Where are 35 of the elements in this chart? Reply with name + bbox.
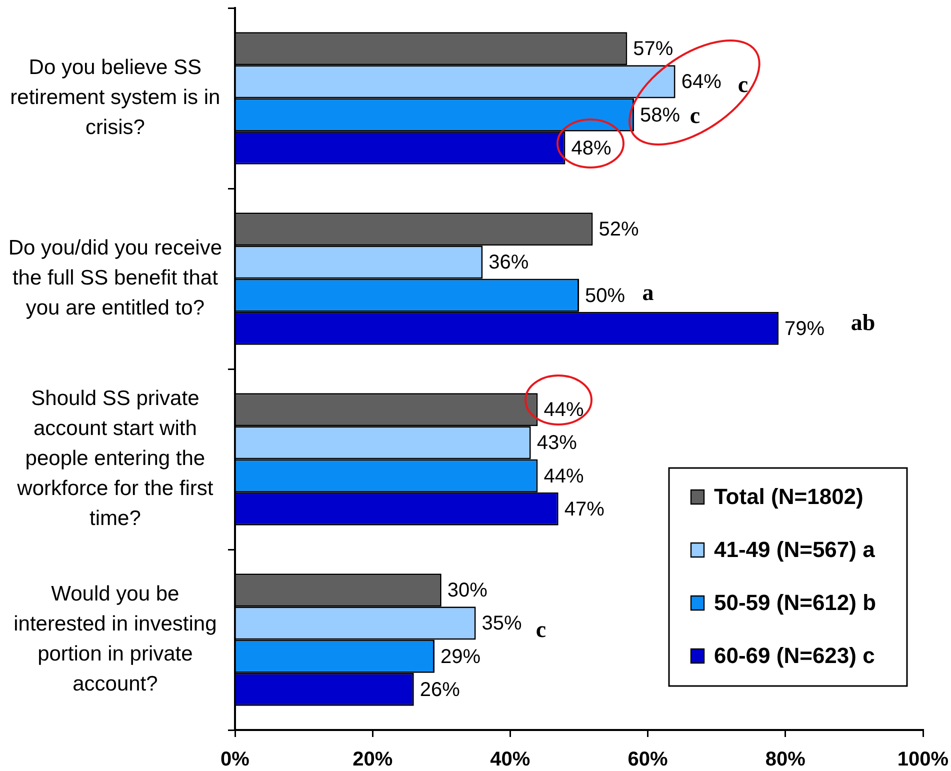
data-label: 52% [598,218,640,241]
x-tick-label: 0% [220,748,250,771]
data-label: 36% [488,252,529,274]
data-label: 64% [681,71,722,94]
x-tick-label: 20% [352,748,393,771]
y-tick-label: Should SS private account start with people entering the workforce for the first time? [16,386,214,530]
legend-label: 60-69 (N=623) c [714,643,875,668]
annotation: ab [850,310,876,335]
data-label: 43% [536,432,578,454]
data-label: 44% [544,399,584,422]
y-tick-label: Do you believe SS retirement system is in crisis? [10,56,220,140]
data-label: 30% [447,580,488,602]
data-label: 58% [640,104,680,126]
x-tick-label: 60% [628,748,668,771]
y-tick-label: Would you be interested in investing portion in private account? [14,582,217,696]
legend-label: 50-59 (N=612) b [714,590,876,616]
data-label: 79% [784,318,825,340]
data-label: 29% [440,646,481,668]
legend-label: Total (N=1802) [714,484,864,510]
annotation: c [690,102,700,128]
y-tick-label: Do you/did you receive the full SS benefit that you are entitled to? [8,236,222,320]
annotation: c [738,72,748,97]
legend-label: 41-49 (N=567) a [714,537,876,562]
x-tick-label: 40% [490,748,530,771]
annotation: c [536,616,546,642]
data-label: 47% [564,498,605,520]
data-label: 26% [420,678,460,701]
data-label: 57% [633,38,674,60]
data-label: 48% [571,137,612,160]
annotation: a [642,280,654,305]
data-label: 35% [482,612,522,635]
data-label: 44% [544,465,584,488]
data-label: 50% [585,284,626,307]
x-tick-label: 100% [897,748,949,771]
x-tick-label: 80% [765,748,806,771]
